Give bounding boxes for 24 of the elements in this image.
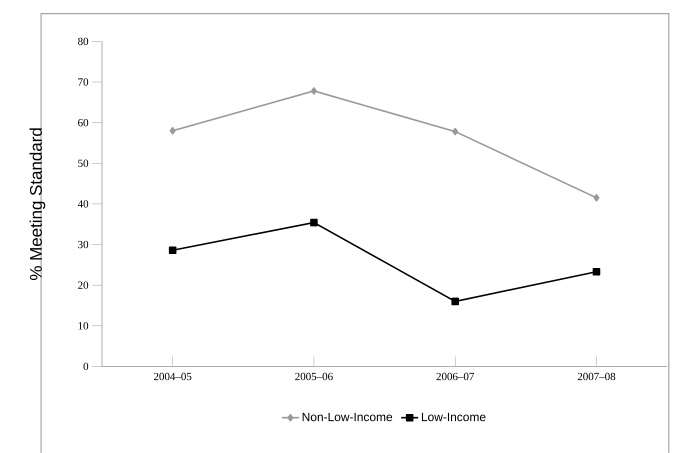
point xyxy=(310,87,317,95)
point xyxy=(451,298,459,306)
point xyxy=(168,246,176,254)
point xyxy=(592,268,600,276)
y-tick-label: 40 xyxy=(78,200,88,208)
x-tick-label: 2004–05 xyxy=(154,372,192,380)
y-tick-label: 50 xyxy=(78,160,88,168)
point xyxy=(170,127,176,135)
y-tick-label: 70 xyxy=(78,78,88,86)
y-tick-label: 0 xyxy=(84,362,88,370)
y-tick-label: 30 xyxy=(78,240,88,248)
y-tick-label: 20 xyxy=(78,282,88,289)
legend-label: Non-Low-Income xyxy=(302,412,392,422)
x-tick-label: 2005–06 xyxy=(295,372,333,380)
point xyxy=(593,194,600,202)
x-tick-label: 2006–07 xyxy=(436,372,474,380)
y-tick-label: 60 xyxy=(78,119,88,126)
y-axis-title: % Meeting Standard xyxy=(30,128,46,280)
point xyxy=(452,128,458,136)
x-tick-label: 2007–08 xyxy=(578,372,616,380)
y-tick-label: 80 xyxy=(78,38,88,46)
point xyxy=(310,218,318,226)
legend-label: Low-Income xyxy=(422,412,486,422)
y-tick-label: 10 xyxy=(78,322,88,330)
